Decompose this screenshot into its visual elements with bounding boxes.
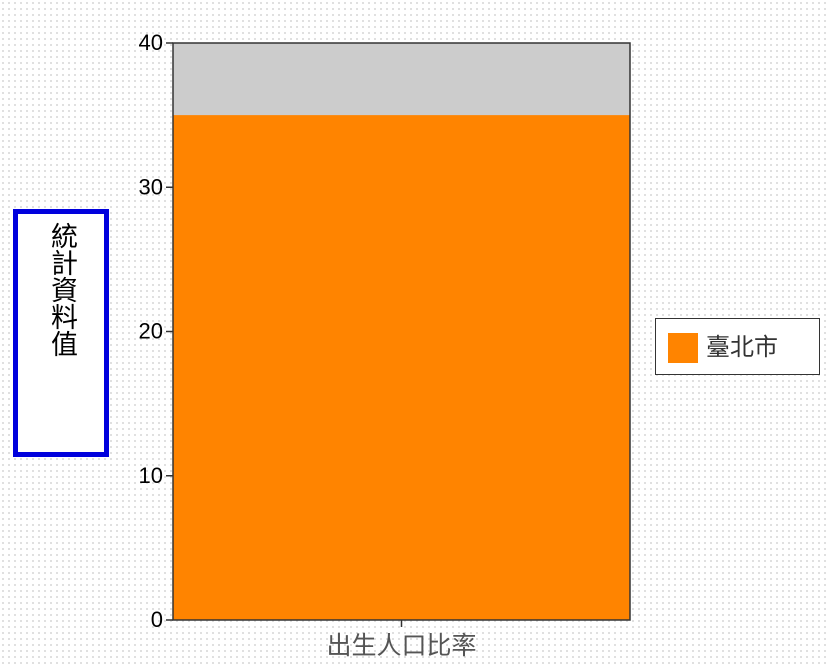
y-tick-label: 20 <box>139 319 163 344</box>
legend-swatch <box>668 333 698 363</box>
x-axis: 出生人口比率 <box>326 620 477 660</box>
y-tick-label: 0 <box>151 607 163 632</box>
y-tick-label: 10 <box>139 463 163 488</box>
y-tick-label: 40 <box>139 30 163 55</box>
y-axis: 0 10 20 30 40 <box>139 30 173 632</box>
y-axis-label: 統計資料值 <box>46 222 77 357</box>
x-category-label: 出生人口比率 <box>326 631 476 660</box>
legend-label: 臺北市 <box>706 333 778 361</box>
bars-group <box>173 115 630 620</box>
legend: 臺北市 <box>655 318 820 375</box>
y-axis-label-box: 統計資料值 <box>13 209 109 457</box>
y-tick-label: 30 <box>139 174 163 199</box>
bar-出生人口比率 <box>173 115 630 620</box>
